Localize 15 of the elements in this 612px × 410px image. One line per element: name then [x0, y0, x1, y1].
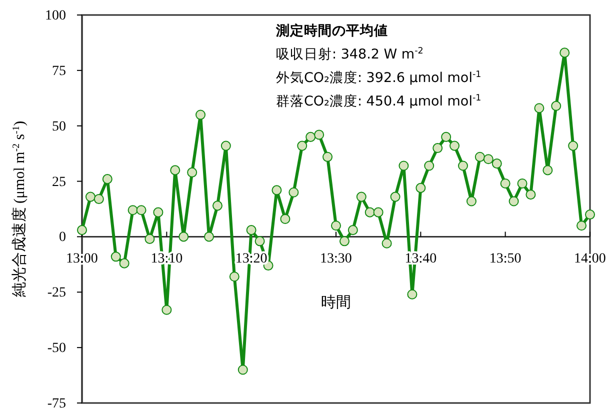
annotation: 群落CO₂濃度: 450.4 μmol mol$^{-1}$	[276, 94, 482, 110]
x-axis-title: 時間	[321, 293, 351, 311]
y-tick-label: 100	[45, 8, 66, 24]
y-tick-label: 50	[52, 119, 66, 134]
y-tick-label: -25	[47, 286, 66, 301]
y-tick-label: 75	[52, 64, 66, 79]
x-tick-label: 13:50	[489, 252, 522, 267]
y-tick-label: 0	[59, 230, 66, 246]
annotation: 測定時間の平均値	[275, 22, 388, 39]
y-tick-label: -75	[47, 396, 66, 410]
y-tick-label: 25	[52, 174, 66, 190]
annotation: 吸収日射: 348.2 W m$^{-2}$	[276, 46, 424, 62]
x-tick-label: 13:30	[320, 252, 352, 267]
y-tick-label: -50	[47, 341, 66, 356]
annotation: 外気CO₂濃度: 392.6 μmol mol$^{-1}$	[276, 70, 482, 86]
